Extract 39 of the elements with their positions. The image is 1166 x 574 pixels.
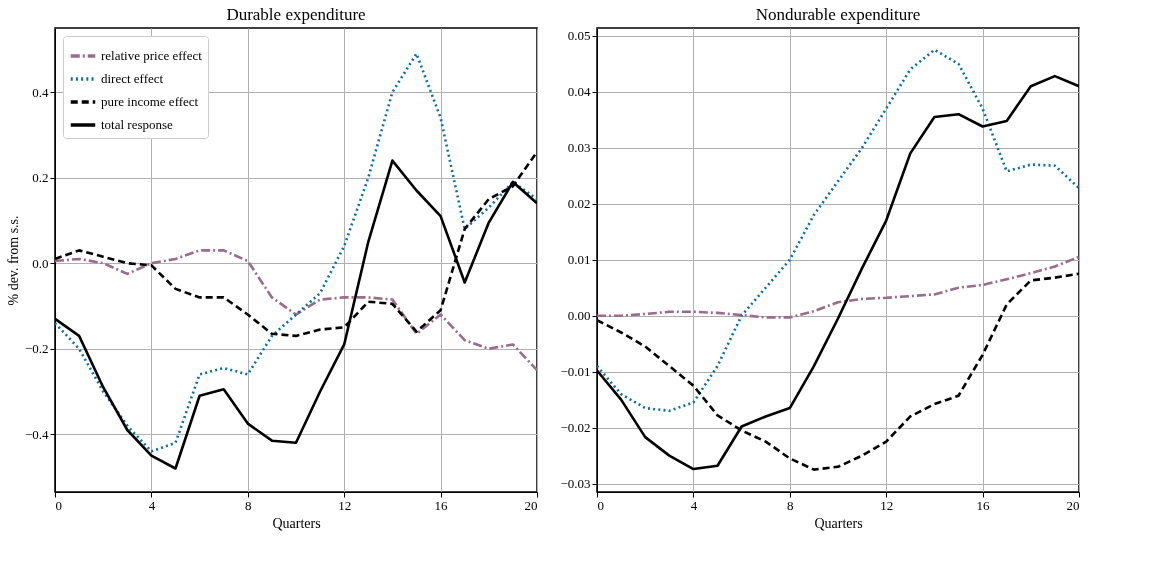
legend-label: direct effect	[101, 71, 164, 86]
y-axis-title: % dev. from s.s.	[5, 215, 21, 306]
y-tick-label: 0.03	[567, 140, 591, 156]
legend-label: total response	[101, 117, 174, 132]
y-tick-label: −0.02	[560, 420, 591, 436]
y-tick-label: 0.0	[32, 255, 49, 271]
y-tick-label: 0.04	[567, 84, 591, 100]
legend-label: relative price effect	[101, 48, 203, 63]
x-tick-label: 4	[148, 497, 156, 513]
y-tick-label: −0.4	[24, 426, 49, 442]
y-tick-label: 0.00	[567, 308, 591, 324]
x-tick-label: 0	[55, 497, 62, 513]
x-tick-label: 16	[976, 497, 991, 513]
chart-title: Nondurable expenditure	[755, 5, 921, 24]
y-tick-label: −0.03	[560, 476, 591, 492]
x-tick-label: 20	[524, 497, 538, 513]
legend-label: pure income effect	[101, 94, 199, 109]
x-tick-label: 8	[245, 497, 252, 513]
y-tick-label: 0.02	[567, 196, 591, 212]
x-axis-title: Quarters	[814, 515, 863, 531]
y-tick-label: −0.2	[24, 341, 49, 357]
x-axis-title: Quarters	[272, 515, 321, 531]
y-tick-label: 0.01	[567, 252, 591, 268]
x-tick-label: 0	[597, 497, 604, 513]
line-series	[597, 48, 1079, 413]
y-tick-label: −0.01	[560, 364, 591, 380]
x-tick-label: 4	[690, 497, 698, 513]
y-tick-label: 0.05	[567, 28, 591, 44]
x-tick-label: 12	[880, 497, 894, 513]
x-tick-label: 8	[787, 497, 794, 513]
y-tick-label: 0.2	[32, 170, 49, 186]
x-tick-label: 16	[434, 497, 449, 513]
x-tick-label: 20	[1066, 497, 1080, 513]
chart-title: Durable expenditure	[226, 5, 366, 24]
line-series	[597, 255, 1079, 319]
y-tick-label: 0.4	[32, 84, 49, 100]
line-series	[55, 52, 537, 453]
line-series	[55, 249, 537, 372]
x-tick-label: 12	[338, 497, 352, 513]
